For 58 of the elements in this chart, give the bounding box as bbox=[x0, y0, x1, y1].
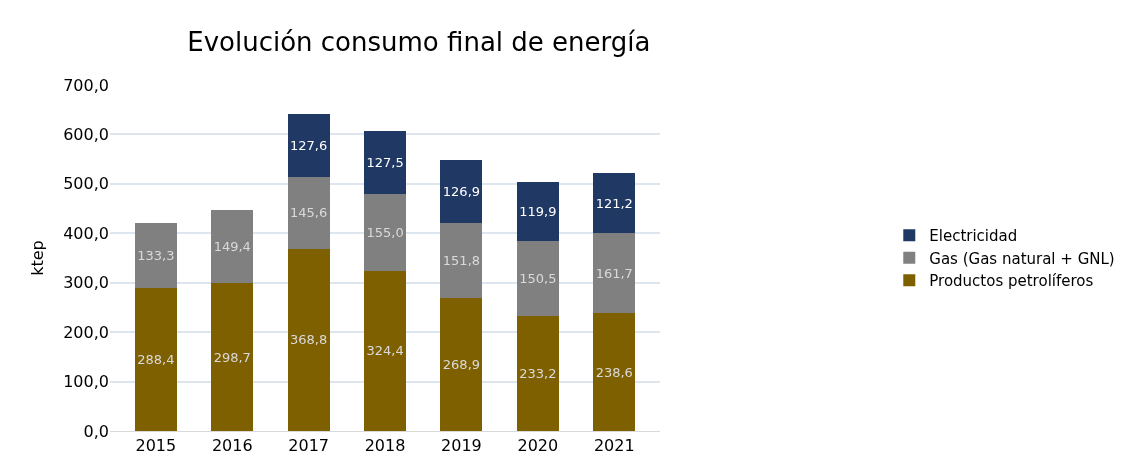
data-label: 298,7 bbox=[213, 349, 251, 365]
y-tick-label: 700,0 bbox=[63, 75, 109, 95]
bar bbox=[134, 222, 177, 289]
bar bbox=[440, 160, 483, 224]
data-label: 126,9 bbox=[442, 184, 481, 200]
y-tick-label: 400,0 bbox=[63, 223, 109, 243]
bar bbox=[516, 315, 559, 431]
y-axis-title: ktep bbox=[28, 240, 48, 276]
y-tick-label: 200,0 bbox=[63, 322, 109, 342]
bar bbox=[440, 223, 483, 299]
bar bbox=[593, 233, 636, 314]
bar bbox=[134, 288, 177, 431]
bar bbox=[440, 298, 483, 431]
bar bbox=[364, 270, 407, 431]
x-tick-label: 2018 bbox=[364, 436, 406, 456]
y-tick-label: 600,0 bbox=[63, 125, 109, 145]
legend-label: Gas (Gas natural + GNL) bbox=[929, 249, 1115, 268]
bar bbox=[211, 283, 254, 431]
legend-label: Electricidad bbox=[929, 227, 1018, 246]
bar bbox=[364, 131, 407, 195]
data-label: 238,6 bbox=[595, 364, 633, 380]
bar bbox=[593, 173, 636, 234]
data-label: 155,0 bbox=[366, 224, 404, 240]
bar bbox=[364, 194, 407, 271]
x-tick-label: 2015 bbox=[135, 436, 177, 456]
chart-title: Evolución consumo final de energía bbox=[187, 27, 651, 58]
data-label: 119,9 bbox=[519, 204, 557, 220]
data-label: 145,6 bbox=[290, 205, 328, 221]
data-label: 233,2 bbox=[519, 365, 557, 381]
data-label: 133,3 bbox=[137, 248, 175, 264]
bar bbox=[287, 176, 330, 249]
data-label: 121,2 bbox=[595, 195, 633, 211]
x-tick-label: 2019 bbox=[441, 436, 482, 456]
y-tick-label: 300,0 bbox=[63, 273, 109, 293]
data-label: 150,5 bbox=[519, 271, 557, 287]
data-label: 268,9 bbox=[442, 357, 481, 373]
bar bbox=[287, 113, 330, 177]
x-tick-label: 2021 bbox=[593, 436, 635, 456]
data-label: 127,6 bbox=[290, 137, 328, 153]
data-label: 149,4 bbox=[213, 238, 251, 254]
bar bbox=[593, 313, 636, 431]
legend-label: Productos petrolíferos bbox=[929, 272, 1094, 291]
x-tick-label: 2016 bbox=[211, 436, 253, 456]
y-tick-label: 500,0 bbox=[63, 174, 109, 194]
data-label: 288,4 bbox=[137, 352, 175, 368]
data-label: 151,8 bbox=[442, 253, 481, 269]
data-label: 368,8 bbox=[290, 332, 328, 348]
bar bbox=[516, 182, 559, 242]
bar bbox=[211, 209, 254, 284]
data-label: 127,5 bbox=[366, 155, 404, 171]
bar bbox=[287, 248, 330, 431]
x-tick-label: 2020 bbox=[517, 436, 559, 456]
data-label: 324,4 bbox=[366, 343, 404, 359]
x-tick-label: 2017 bbox=[288, 436, 329, 456]
y-tick-label: 100,0 bbox=[63, 372, 109, 392]
y-tick-label: 0,0 bbox=[83, 421, 109, 441]
bar bbox=[516, 241, 559, 316]
data-label: 161,7 bbox=[595, 265, 633, 281]
